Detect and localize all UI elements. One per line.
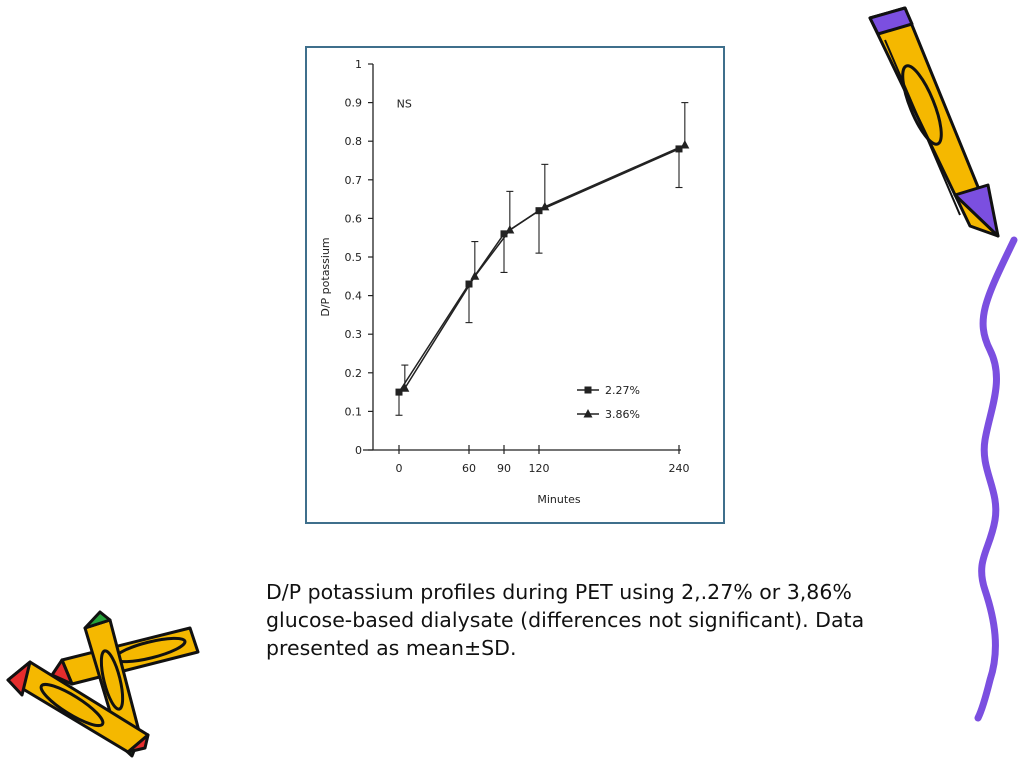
pencil-top-right: [868, 6, 1000, 238]
series-layer: [395, 102, 690, 416]
x-tick-label: 90: [497, 462, 511, 475]
chart-frame: 0 0.1 0.2 0.3 0.4 0.5 0.6 0.7 0.8 0.9 1 0 60 90 120 240…: [305, 46, 725, 524]
y-tick-label: 0.2: [345, 367, 363, 380]
series-line: [398, 148, 680, 393]
marker-square: [675, 145, 683, 153]
y-axis-label: D/P potassium: [319, 237, 332, 316]
y-tick-label: 1: [355, 58, 362, 71]
x-tick-label: 60: [462, 462, 476, 475]
y-tick-label: 0.4: [345, 290, 363, 303]
y-tick-label: 0.5: [345, 251, 363, 264]
ns-annotation: NS: [397, 98, 412, 111]
marker-triangle: [680, 140, 690, 149]
marker-triangle: [470, 271, 480, 280]
y-tick-label: 0.7: [345, 174, 363, 187]
figure-caption: D/P potassium profiles during PET using …: [266, 580, 865, 660]
chart-legend: 2.27% 3.86%: [577, 384, 640, 421]
y-tick-label: 0.3: [345, 328, 363, 341]
y-tick-label: 0.8: [345, 135, 363, 148]
purple-squiggle: [974, 236, 1018, 722]
y-tick-label: 0.1: [345, 405, 363, 418]
y-tick-label: 0.6: [345, 212, 363, 225]
x-tick-label: 120: [529, 462, 550, 475]
series-0: [395, 145, 683, 416]
y-tick-label: 0.9: [345, 97, 363, 110]
x-tick-label: 240: [669, 462, 690, 475]
marker-square: [500, 230, 508, 238]
x-tick-label: 0: [396, 462, 403, 475]
marker-triangle: [400, 383, 410, 392]
x-axis-label: Minutes: [537, 493, 581, 506]
marker-square: [465, 280, 473, 288]
axes: 0 0.1 0.2 0.3 0.4 0.5 0.6 0.7 0.8 0.9 1 0 60 90 120 240…: [319, 58, 690, 506]
dp-potassium-chart: 0 0.1 0.2 0.3 0.4 0.5 0.6 0.7 0.8 0.9 1 0 60 90 120 240…: [319, 58, 690, 506]
crossed-pencils: [6, 610, 200, 758]
series-1: [400, 102, 690, 392]
marker-square: [395, 388, 403, 396]
marker-triangle: [540, 201, 550, 211]
marker-triangle: [505, 224, 515, 234]
legend-label: 3.86%: [605, 408, 640, 421]
legend-label: 2.27%: [605, 384, 640, 397]
marker-square: [584, 386, 592, 394]
y-tick-label: 0: [355, 444, 362, 457]
marker-triangle: [583, 409, 593, 418]
